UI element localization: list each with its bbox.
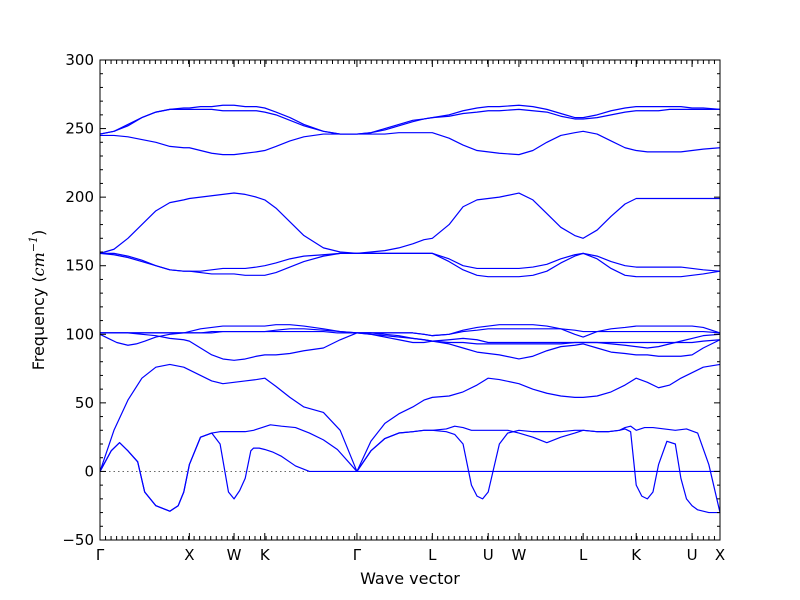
y-tick-label: −50 — [62, 531, 94, 549]
y-axis-label-open-paren: ( — [29, 276, 48, 287]
phonon-band-6 — [356, 363, 721, 472]
plot-area — [99, 104, 721, 514]
phonon-band-5 — [99, 363, 358, 472]
x-tick-label: Γ — [96, 546, 105, 564]
y-axis-label: Frequency (cm−1) — [27, 230, 48, 371]
y-axis-label-unit: cm — [29, 252, 48, 276]
phonon-band-8 — [100, 332, 358, 361]
x-tick-label: X — [184, 546, 194, 564]
y-tick-label: 150 — [65, 257, 94, 275]
phonon-band-21 — [356, 252, 721, 278]
x-axis-label: Wave vector — [360, 569, 460, 588]
x-tick-label: L — [428, 546, 437, 564]
x-tick-label: U — [687, 546, 698, 564]
phonon-band-17 — [100, 252, 357, 272]
y-axis-label-text: Frequency — [29, 288, 48, 371]
phonon-band-7 — [99, 330, 357, 346]
x-tick-label: W — [227, 546, 242, 564]
x-tick-label: U — [483, 546, 494, 564]
x-tick-label: W — [511, 546, 526, 564]
y-tick-label: 100 — [65, 325, 94, 343]
phonon-band-15 — [356, 324, 721, 338]
phonon-band-3 — [356, 428, 720, 514]
phonon-band-2 — [99, 424, 358, 512]
y-tick-label: 200 — [65, 188, 94, 206]
phonon-band-22 — [100, 133, 357, 156]
x-tick-label: K — [631, 546, 642, 564]
phonon-band-27 — [356, 104, 721, 135]
phonon-band-4 — [356, 425, 721, 513]
y-axis-label-exponent: −1 — [27, 236, 40, 252]
phonon-band-24 — [99, 104, 357, 135]
x-tick-label: X — [715, 546, 725, 564]
phonon-band-13 — [356, 332, 721, 360]
phonon-band-18 — [99, 192, 357, 254]
phonon-band-11 — [356, 332, 721, 349]
y-tick-label: 50 — [75, 394, 94, 412]
phonon-band-19 — [356, 192, 720, 254]
phonon-band-10 — [100, 324, 357, 334]
y-axis-label-close-paren: ) — [29, 230, 48, 236]
y-tick-label: 0 — [84, 462, 94, 480]
x-tick-label: Γ — [353, 546, 362, 564]
y-tick-label: 250 — [65, 120, 94, 138]
phonon-band-16 — [99, 252, 357, 276]
phonon-band-25 — [356, 130, 721, 156]
x-tick-label: L — [579, 546, 588, 564]
x-tick-label: K — [260, 546, 271, 564]
y-tick-label: 300 — [65, 51, 94, 69]
